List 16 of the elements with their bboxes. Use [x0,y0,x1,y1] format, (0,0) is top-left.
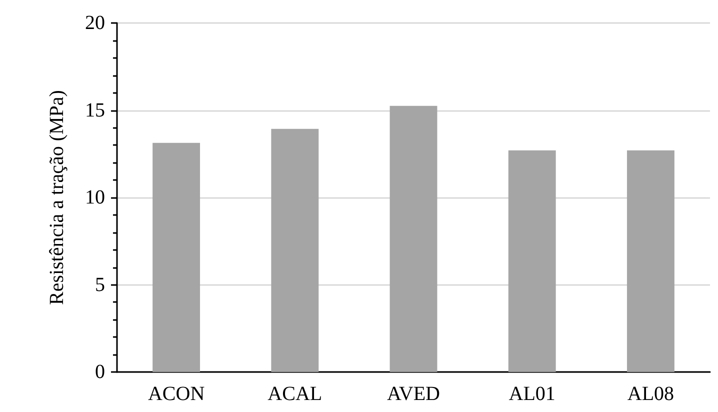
y-tick-label: 20 [85,12,105,34]
y-tick-label: 10 [85,186,105,208]
x-tick-label: AL01 [508,383,556,405]
bar [271,128,319,372]
bar [508,150,556,372]
x-tick-label: AL08 [627,383,674,405]
x-tick-label: AVED [387,383,440,405]
y-tick-label: 15 [85,99,105,122]
bar [626,150,674,372]
x-tick-label: ACON [148,383,205,405]
y-tick-label: 0 [95,361,105,383]
bar [390,106,438,372]
bar [152,142,200,372]
y-tick-label: 5 [95,274,105,296]
y-axis-title: Resistência a tração (MPa) [46,90,68,305]
x-tick-label: ACAL [268,383,322,405]
